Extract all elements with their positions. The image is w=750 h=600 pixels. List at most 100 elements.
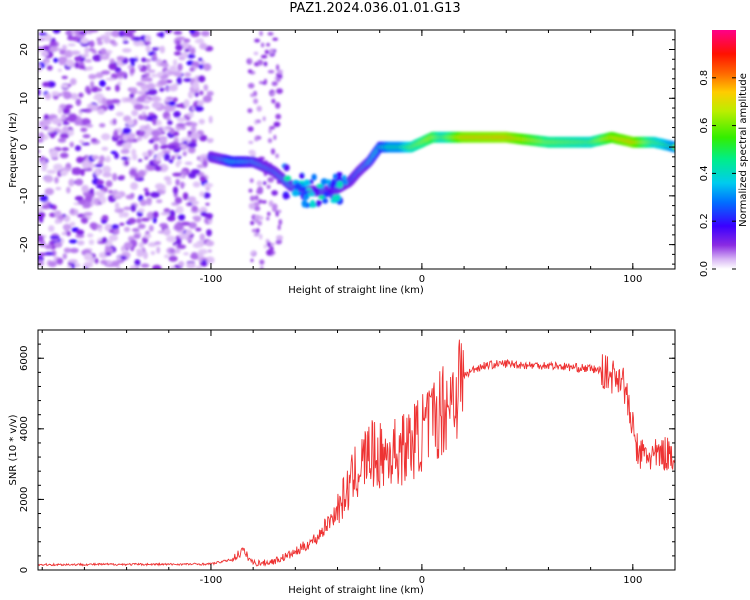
- spectral-cell: [58, 107, 63, 115]
- spectral-cell: [207, 249, 212, 253]
- colorbar-tick-label: 0.0: [699, 261, 710, 277]
- spectral-cell: [112, 118, 117, 125]
- spectral-cell: [163, 98, 170, 103]
- spectral-cell: [49, 46, 58, 53]
- spectral-cell: [122, 211, 129, 218]
- spectral-cell: [171, 155, 176, 161]
- spectral-cell: [83, 201, 92, 209]
- spectral-cell: [122, 48, 132, 53]
- spectrogram-image: [38, 30, 675, 269]
- spectral-cell: [38, 149, 41, 154]
- spectral-cell: [78, 65, 86, 70]
- spectral-cell: [247, 126, 254, 132]
- spectral-cell: [97, 108, 105, 115]
- spectral-cell: [190, 132, 201, 140]
- spectral-cell: [119, 222, 125, 226]
- spectral-cell: [203, 192, 211, 199]
- spectral-cell: [272, 206, 277, 212]
- spectral-cell: [259, 259, 265, 265]
- spectral-cell: [189, 67, 195, 72]
- spectral-cell: [83, 211, 93, 216]
- spectral-cell: [122, 40, 129, 44]
- spectral-cell: [143, 187, 149, 192]
- spectral-cell: [301, 199, 308, 208]
- spectral-cell: [38, 63, 42, 69]
- spectral-cell: [116, 56, 125, 61]
- spectral-cell: [173, 51, 182, 56]
- spectral-cell: [79, 109, 88, 113]
- spectral-cell: [199, 233, 206, 241]
- spectral-cell: [260, 42, 265, 48]
- spectral-cell: [74, 195, 84, 201]
- spectral-cell: [67, 129, 75, 137]
- spectral-cell: [173, 131, 179, 137]
- spectral-cell: [145, 44, 151, 53]
- spectral-cell: [277, 224, 281, 231]
- spectral-cell: [101, 133, 111, 141]
- spectral-cell: [186, 262, 196, 269]
- spectral-cell: [180, 170, 188, 175]
- spectral-cell: [271, 98, 276, 104]
- spectral-cell: [40, 159, 47, 166]
- spectral-cell: [169, 248, 176, 254]
- spectral-cell: [273, 134, 277, 141]
- spectral-cell: [166, 215, 176, 222]
- spectral-cell: [105, 252, 112, 256]
- spectral-cell: [83, 167, 93, 172]
- spectral-cell: [96, 37, 102, 42]
- spectral-cell: [249, 178, 254, 184]
- spectral-cell: [80, 127, 88, 133]
- spectral-cell: [174, 153, 180, 158]
- spectral-cell: [191, 205, 199, 213]
- spectral-cell: [169, 265, 175, 269]
- spectral-cell: [195, 265, 202, 269]
- spectral-cell: [102, 165, 111, 174]
- spectral-cell: [38, 89, 41, 96]
- spectral-cell: [120, 255, 127, 260]
- spectral-cell: [129, 168, 137, 176]
- spectral-cell: [104, 52, 111, 57]
- spectral-cell: [173, 59, 178, 67]
- spectral-cell: [101, 219, 108, 224]
- spectral-cell: [313, 187, 320, 195]
- spectral-cell: [203, 84, 209, 91]
- spectral-cell: [139, 67, 147, 73]
- spectral-cell: [105, 180, 113, 188]
- spectral-cell: [183, 252, 190, 256]
- spectral-cell: [154, 241, 162, 245]
- spectral-cell: [123, 242, 133, 249]
- spectral-cell: [63, 91, 72, 100]
- spectral-cell: [250, 220, 255, 226]
- spectral-cell: [275, 153, 279, 159]
- spectral-cell: [100, 34, 107, 40]
- spectral-cell: [95, 72, 104, 79]
- spectral-cell: [263, 78, 268, 85]
- spectral-cell: [76, 229, 85, 236]
- spectral-cell: [183, 78, 193, 82]
- spectral-cell: [113, 130, 119, 138]
- spectral-cell: [166, 235, 176, 243]
- spectral-cell: [205, 202, 210, 206]
- spectral-cell: [177, 63, 183, 71]
- spectral-cell: [132, 36, 142, 42]
- spectral-cell: [145, 41, 151, 45]
- spectral-cell: [248, 202, 255, 210]
- spectral-cell: [69, 247, 79, 254]
- spectral-cell: [48, 261, 57, 268]
- spectral-cell: [159, 87, 165, 92]
- spectral-cell: [85, 124, 94, 128]
- top-y-tick-label: 0: [19, 144, 30, 150]
- spectral-cell: [263, 61, 268, 67]
- spectral-cell: [266, 249, 273, 256]
- spectral-cell: [67, 36, 77, 41]
- bottom-x-tick-label: -100: [200, 575, 223, 586]
- spectral-cell: [127, 64, 133, 70]
- spectral-cell: [118, 30, 126, 38]
- spectral-cell: [138, 242, 145, 248]
- spectral-cell: [78, 139, 85, 144]
- spectral-cell: [62, 121, 70, 125]
- spectral-cell: [153, 143, 159, 151]
- colorbar-tick-label: 0.2: [699, 213, 710, 229]
- spectral-cell: [122, 134, 129, 142]
- spectral-cell: [173, 30, 183, 35]
